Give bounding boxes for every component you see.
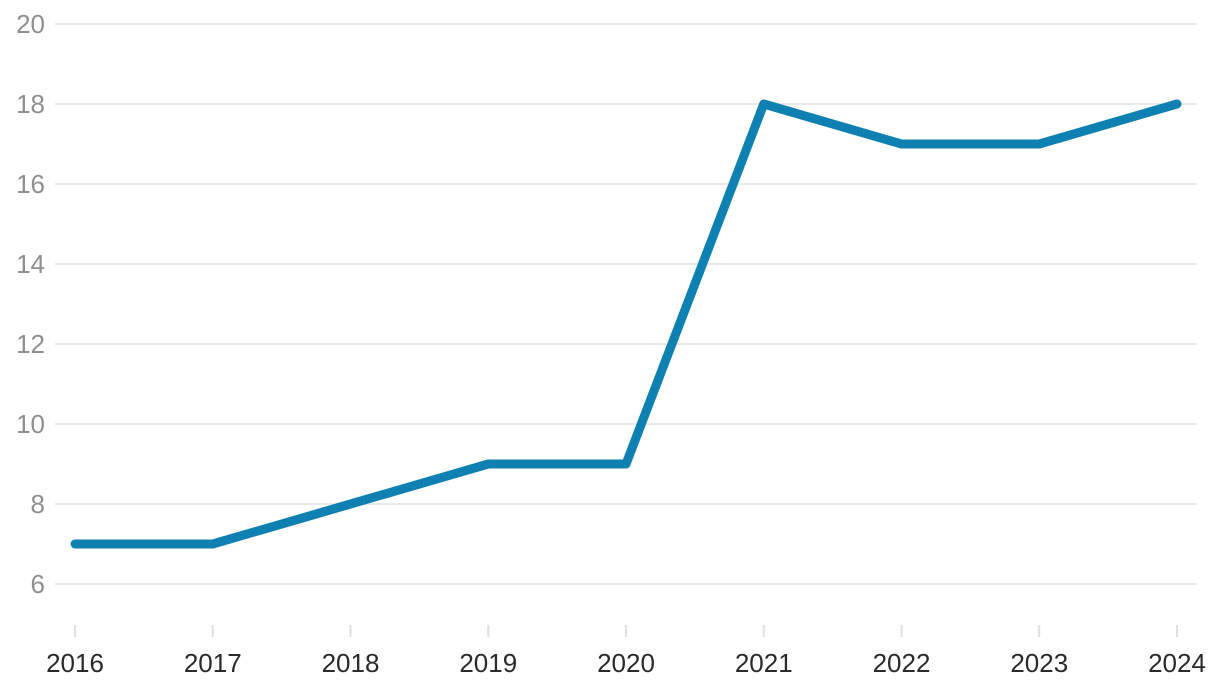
x-axis-tick-label: 2019: [459, 648, 517, 678]
x-axis-tick-label: 2023: [1010, 648, 1068, 678]
y-axis-tick-label: 20: [16, 9, 45, 39]
y-axis-tick-label: 8: [31, 489, 45, 519]
y-axis-tick-label: 6: [31, 569, 45, 599]
x-axis-tick-label: 2021: [735, 648, 793, 678]
x-axis-tick-label: 2024: [1148, 648, 1206, 678]
y-axis-labels-layer: 6 8 10 12 14 16 18 20: [16, 9, 45, 599]
x-axis-tick-label: 2016: [46, 648, 104, 678]
x-axis-tick-label: 2020: [597, 648, 655, 678]
x-axis-labels-layer: 2016 2017 2018 2019 2020 2021 2022 2023 2024: [46, 648, 1206, 678]
x-axis-tick-label: 2018: [322, 648, 380, 678]
y-axis-tick-label: 14: [16, 249, 45, 279]
y-axis-tick-label: 12: [16, 329, 45, 359]
y-axis-tick-label: 18: [16, 89, 45, 119]
series-layer: [70, 99, 1182, 549]
x-axis-tick-label: 2022: [873, 648, 931, 678]
x-axis-tick-label: 2017: [184, 648, 242, 678]
y-axis-tick-label: 16: [16, 169, 45, 199]
data-line: [70, 99, 1182, 549]
y-axis-tick-label: 10: [16, 409, 45, 439]
gridlines-layer: [55, 23, 1197, 585]
x-axis-ticks-layer: [74, 625, 1178, 637]
